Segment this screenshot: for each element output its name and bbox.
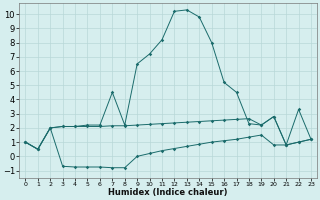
X-axis label: Humidex (Indice chaleur): Humidex (Indice chaleur) (108, 188, 228, 197)
